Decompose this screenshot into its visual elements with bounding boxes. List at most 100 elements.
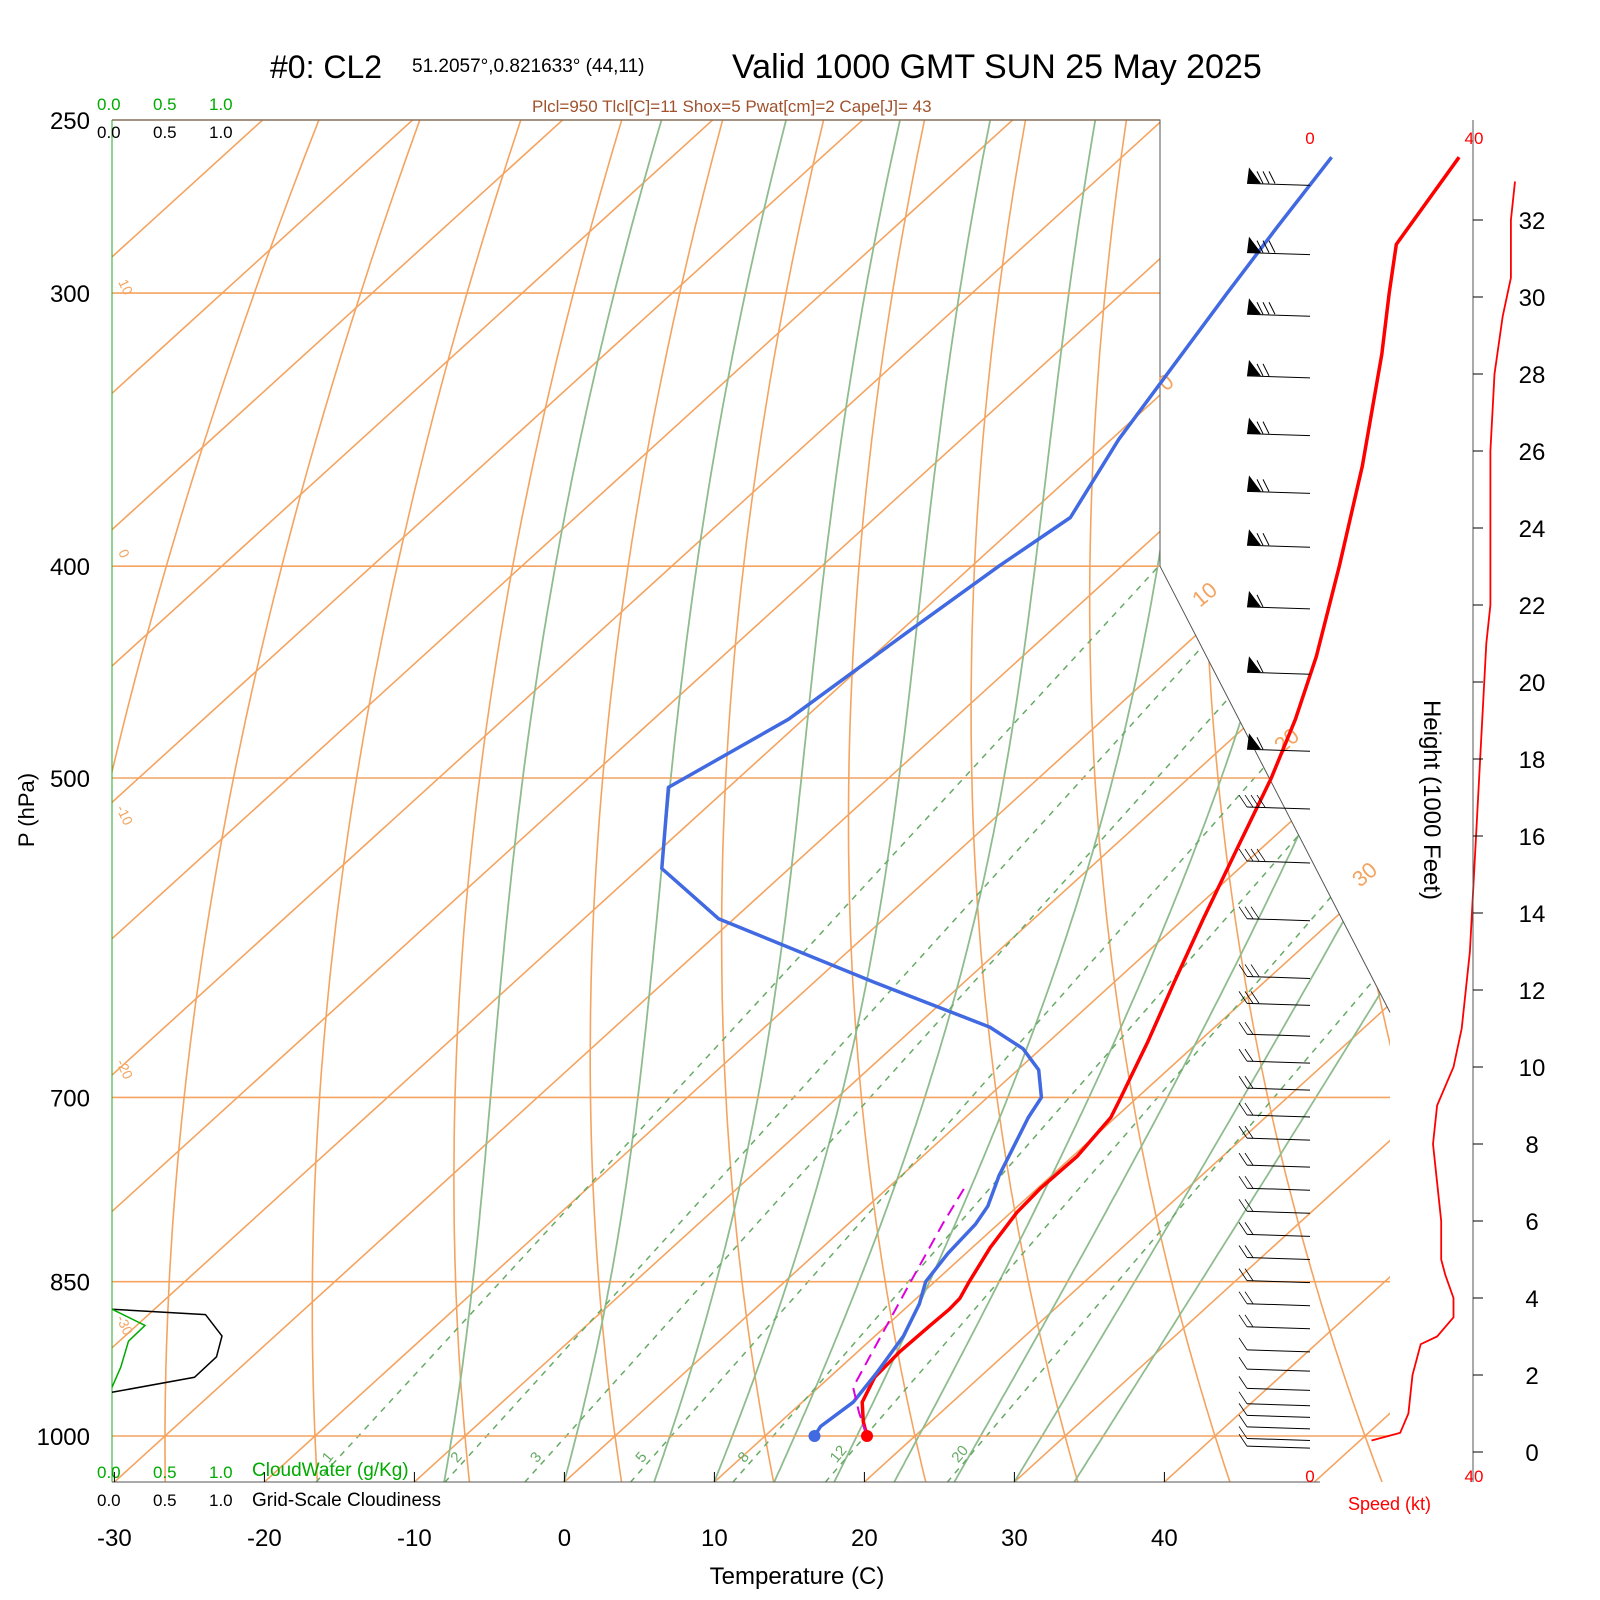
wind-barb-staff (1246, 1257, 1311, 1260)
moist-adiabat-line (1013, 120, 1390, 1482)
surface-temperature-marker (861, 1430, 873, 1442)
wind-barb-feather (1256, 240, 1264, 253)
wind-barb-feather (1238, 1125, 1248, 1139)
height-tick-label: 4 (1525, 1286, 1538, 1313)
height-tick-label: 16 (1519, 824, 1546, 851)
speed-tick-label: 40 (1465, 1467, 1484, 1486)
wind-barb-staff (1246, 1437, 1311, 1441)
height-tick-label: 2 (1525, 1363, 1538, 1390)
wind-barb-staff (1246, 544, 1311, 548)
isotherm-line (112, 120, 756, 1482)
x-tick-label: 30 (1001, 1525, 1028, 1552)
sounding-profiles (660, 156, 1461, 1442)
isotherm-line (112, 120, 1390, 1482)
wind-barb-staff (1246, 748, 1311, 752)
wind-barb-feather (1244, 906, 1254, 919)
wind-barb-pennant (1247, 236, 1261, 253)
wind-barb-staff (1246, 606, 1311, 610)
wind-barb-feather (1244, 1222, 1254, 1235)
wind-barb-feather (1244, 1291, 1254, 1304)
wind-barbs (1238, 167, 1311, 1449)
wind-barb-feather (1244, 1268, 1254, 1281)
isotherm-label: -20 (113, 1057, 136, 1082)
wind-barb-feather (1256, 660, 1264, 673)
wind-barb-staff (1246, 806, 1311, 810)
wind-barb-feather (1238, 1048, 1248, 1062)
isotherm-label: 10 (115, 277, 136, 298)
wind-barb-staff (1246, 918, 1311, 922)
cloud-tick-label: 1.0 (209, 123, 233, 142)
wind-barb-staff (1246, 1060, 1311, 1064)
wind-barb-staff (1246, 433, 1311, 437)
wind-barb-staff (1246, 1326, 1311, 1330)
isotherm-line (413, 120, 1390, 1482)
dewpoint-line (660, 156, 1333, 1437)
dry-adiabat-line (1203, 120, 1383, 1482)
mixing-ratio-lines (315, 565, 1390, 1482)
mixing-ratio-label: 20 (948, 1442, 972, 1466)
wind-barb-feather (1238, 1021, 1248, 1035)
chart-valid-time: Valid 1000 GMT SUN 25 May 2025 (732, 48, 1262, 86)
wind-barb-feather (1262, 533, 1270, 546)
isotherm-line (112, 120, 606, 1482)
stability-indices: Plcl=950 Tlcl[C]=11 Shox=5 Pwat[cm]=2 Ca… (532, 97, 932, 116)
wind-barb-feather (1262, 171, 1270, 184)
height-tick-label: 24 (1519, 516, 1546, 543)
wind-barb-staff (1246, 1368, 1311, 1372)
dry-adiabat-line (311, 120, 535, 1482)
height-tick-label: 22 (1519, 593, 1546, 620)
height-tick-label: 28 (1519, 362, 1546, 389)
cloud-tick-label: 0.5 (153, 1491, 177, 1510)
x-tick-label: 10 (701, 1525, 728, 1552)
wind-barb-feather (1244, 794, 1254, 808)
wind-barb-feather (1238, 991, 1248, 1004)
wind-barb-staff (1246, 1137, 1311, 1141)
wind-barb-feather (1238, 1268, 1248, 1281)
isotherm-label: -10 (113, 803, 136, 828)
speed-tick-label: 0 (1305, 1467, 1314, 1486)
isobar-lines (112, 119, 1390, 1437)
wind-barb-staff (1246, 490, 1311, 494)
dry-adiabat-line (1088, 120, 1231, 1482)
pressure-tick-label: 400 (50, 554, 90, 581)
moist-adiabat-line (563, 120, 787, 1482)
wind-barb-feather (1238, 1403, 1248, 1416)
wind-barb-feather (1262, 421, 1270, 434)
mixing-ratio-line (524, 565, 1348, 1482)
wind-barb-feather (1250, 906, 1260, 919)
isotherm-line (1313, 120, 1390, 1482)
cloud-water-label: CloudWater (g/Kg) (252, 1460, 409, 1481)
cloud-water-line (111, 1308, 147, 1388)
isotherm-line (113, 120, 1390, 1482)
moist-adiabat-line (1073, 120, 1390, 1482)
mixing-ratio-label: 2 (447, 1449, 465, 1466)
isotherm-line (112, 120, 906, 1482)
wind-barb-feather (1256, 363, 1264, 377)
pressure-tick-label: 700 (50, 1085, 90, 1112)
dry-adiabat-line (1424, 81, 1600, 1482)
wind-barb-feather (1256, 737, 1264, 750)
wind-barb-staff (1246, 313, 1311, 317)
wind-barb-staff (1246, 1002, 1311, 1006)
chart-location: 51.2057°,0.821633° (44,11) (412, 56, 644, 77)
height-tick-label: 32 (1519, 208, 1546, 235)
wind-barb-pennant (1247, 529, 1261, 546)
wind-barb-feather (1244, 848, 1254, 862)
wind-barb-feather (1244, 1245, 1254, 1258)
wind-barb-pennant (1247, 167, 1261, 184)
height-axis-label: Height (1000 Feet) (1418, 700, 1445, 900)
wind-barb-feather (1238, 1152, 1248, 1166)
wind-barb-feather (1238, 1356, 1248, 1370)
height-tick-label: 10 (1519, 1055, 1546, 1082)
dry-adiabat-line (720, 120, 834, 1482)
wind-barb-feather (1256, 479, 1264, 492)
height-tick-label: 14 (1519, 901, 1546, 928)
wind-barb-feather (1238, 1337, 1248, 1351)
wind-barb-staff (1246, 1033, 1311, 1037)
wind-barb-feather (1244, 1314, 1254, 1328)
isotherm-line (263, 120, 1390, 1482)
height-tick-label: 6 (1525, 1209, 1538, 1236)
cloud-tick-label: 0.5 (153, 95, 177, 114)
wind-barb-feather (1238, 794, 1248, 808)
wind-barb-pennant (1247, 298, 1261, 315)
